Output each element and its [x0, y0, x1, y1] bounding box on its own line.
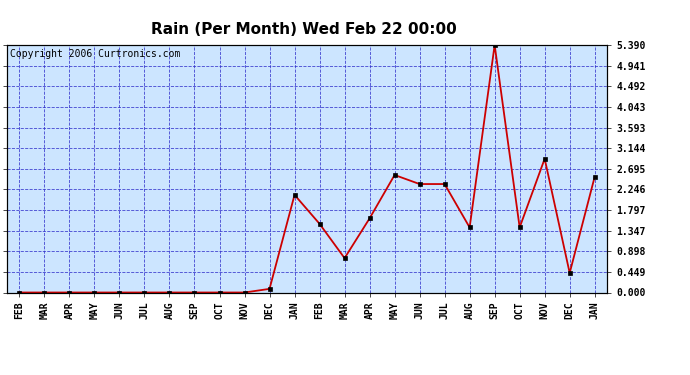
Text: Rain (Per Month) Wed Feb 22 00:00: Rain (Per Month) Wed Feb 22 00:00 — [150, 22, 457, 38]
Text: Copyright 2006 Curtronics.com: Copyright 2006 Curtronics.com — [10, 49, 180, 59]
